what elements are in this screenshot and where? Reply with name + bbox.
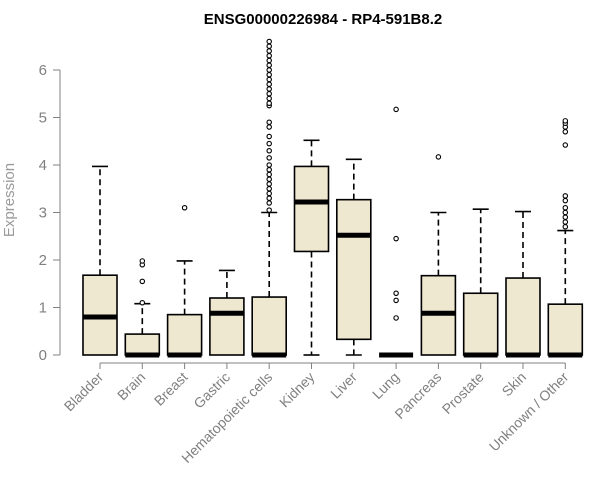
x-tick-label: Lung bbox=[369, 369, 402, 402]
x-tick-label: Skin bbox=[499, 369, 530, 400]
box-prostate bbox=[462, 208, 499, 358]
box-hematopoietic-cells bbox=[251, 38, 287, 358]
outlier-point bbox=[266, 181, 272, 187]
outlier-point bbox=[266, 91, 272, 97]
outlier-point bbox=[266, 52, 272, 59]
outlier-point bbox=[266, 86, 272, 92]
box-kidney bbox=[293, 139, 330, 356]
outlier-point bbox=[266, 140, 272, 147]
iqr-box bbox=[251, 296, 287, 356]
box-lung bbox=[379, 106, 414, 358]
iqr-box bbox=[335, 198, 372, 341]
outlier-point bbox=[266, 95, 272, 102]
box-brain bbox=[124, 258, 161, 358]
outlier-point bbox=[393, 235, 399, 242]
box-breast bbox=[166, 205, 203, 358]
box-series bbox=[82, 38, 584, 358]
outlier-point bbox=[266, 167, 272, 173]
outlier-point bbox=[266, 43, 272, 49]
outlier-point bbox=[266, 119, 272, 126]
iqr-box bbox=[505, 277, 541, 356]
y-tick-label: 1 bbox=[39, 300, 47, 317]
outlier-point bbox=[266, 186, 272, 192]
iqr-box bbox=[547, 303, 584, 356]
outlier-point bbox=[266, 57, 272, 64]
y-tick-label: 4 bbox=[39, 157, 47, 174]
x-tick-label: Prostate bbox=[439, 369, 487, 417]
outlier-point bbox=[266, 81, 272, 88]
outlier-point bbox=[266, 200, 272, 206]
outlier-point bbox=[562, 129, 569, 135]
outlier-point bbox=[266, 72, 272, 78]
outlier-point bbox=[562, 209, 569, 216]
box-bladder bbox=[82, 165, 118, 356]
outlier-point bbox=[266, 171, 272, 178]
y-axis: 0 1 2 3 4 5 6 bbox=[39, 62, 61, 364]
x-tick-label: Breast bbox=[151, 369, 191, 409]
box-pancreas bbox=[420, 154, 457, 356]
outlier-point bbox=[266, 76, 272, 83]
outlier-point bbox=[562, 214, 569, 221]
outlier-point bbox=[562, 224, 569, 230]
outlier-point bbox=[266, 207, 272, 213]
outlier-point bbox=[266, 190, 272, 197]
outlier-point bbox=[562, 219, 569, 225]
iqr-box bbox=[124, 333, 161, 356]
iqr-box bbox=[166, 313, 203, 356]
outlier-point bbox=[266, 124, 272, 130]
y-tick-label: 2 bbox=[39, 252, 47, 269]
y-tick-label: 6 bbox=[39, 62, 47, 79]
outlier-point bbox=[393, 315, 399, 321]
outlier-point bbox=[562, 142, 569, 148]
box-unknown-other bbox=[547, 118, 584, 358]
outlier-point bbox=[139, 258, 146, 264]
iqr-box bbox=[209, 297, 245, 356]
outlier-point bbox=[266, 38, 272, 45]
outlier-point bbox=[266, 100, 272, 107]
outlier-point bbox=[266, 148, 272, 154]
outlier-point bbox=[266, 162, 272, 168]
y-axis-label: Expression bbox=[1, 163, 18, 237]
outlier-point bbox=[393, 290, 399, 296]
box-skin bbox=[505, 210, 541, 358]
outlier-point bbox=[435, 154, 442, 160]
y-tick-label: 5 bbox=[39, 110, 47, 127]
outlier-point bbox=[562, 118, 569, 124]
outlier-point bbox=[562, 197, 569, 204]
outlier-point bbox=[393, 106, 399, 113]
outlier-point bbox=[393, 297, 399, 304]
outlier-point bbox=[266, 62, 272, 68]
x-tick-label: Kidney bbox=[276, 369, 318, 411]
outlier-point bbox=[181, 205, 188, 211]
box-gastric bbox=[209, 269, 245, 356]
outlier-point bbox=[139, 278, 146, 285]
outlier-point bbox=[562, 205, 569, 211]
box-liver bbox=[335, 158, 372, 356]
y-tick-label: 3 bbox=[39, 205, 47, 222]
chart-title: ENSG00000226984 - RP4-591B8.2 bbox=[204, 11, 443, 28]
x-tick-label: Unknown / Other bbox=[486, 369, 572, 455]
iqr-box bbox=[462, 292, 499, 356]
x-tick-label: Brain bbox=[114, 369, 148, 403]
y-tick-label: 0 bbox=[39, 347, 47, 364]
iqr-box bbox=[293, 165, 330, 253]
outlier-point bbox=[266, 155, 272, 161]
outlier-point bbox=[266, 67, 272, 73]
x-tick-label: Pancreas bbox=[391, 369, 444, 422]
x-tick-label: Bladder bbox=[61, 369, 107, 415]
outlier-point bbox=[266, 48, 272, 54]
outlier-point bbox=[266, 195, 272, 202]
outlier-point bbox=[266, 176, 272, 183]
outlier-point bbox=[139, 299, 146, 306]
outlier-point bbox=[562, 193, 569, 199]
x-tick-label: Liver bbox=[327, 369, 360, 402]
outlier-point bbox=[266, 133, 272, 140]
